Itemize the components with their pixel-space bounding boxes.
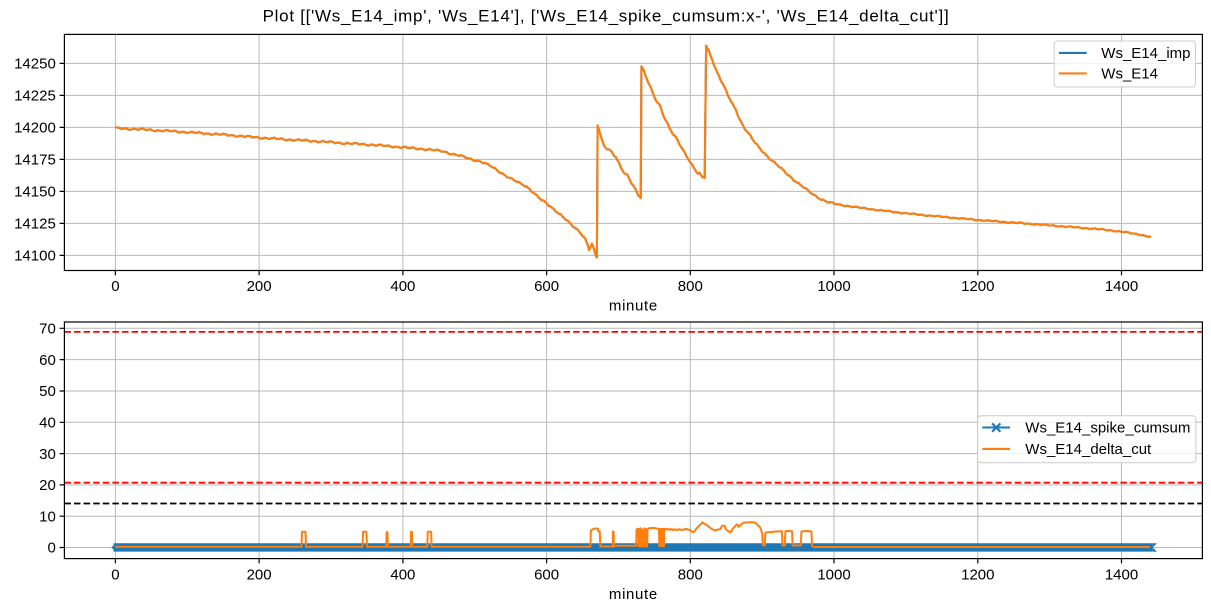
svg-text:Ws_E14_spike_cumsum: Ws_E14_spike_cumsum	[1025, 420, 1190, 437]
svg-text:0: 0	[47, 540, 55, 557]
svg-text:Ws_E14_imp: Ws_E14_imp	[1101, 45, 1190, 62]
svg-text:200: 200	[247, 278, 272, 295]
svg-text:400: 400	[390, 278, 415, 295]
svg-text:Ws_E14: Ws_E14	[1101, 66, 1158, 83]
svg-text:1200: 1200	[961, 566, 994, 583]
svg-text:1400: 1400	[1105, 566, 1138, 583]
svg-text:14150: 14150	[14, 184, 56, 201]
svg-text:0: 0	[111, 566, 119, 583]
svg-text:600: 600	[534, 566, 559, 583]
svg-text:14200: 14200	[14, 120, 56, 137]
svg-text:30: 30	[39, 446, 56, 463]
svg-text:Ws_E14_delta_cut: Ws_E14_delta_cut	[1025, 441, 1152, 458]
svg-text:14250: 14250	[14, 56, 56, 73]
svg-text:1000: 1000	[817, 278, 850, 295]
svg-text:10: 10	[39, 508, 56, 525]
svg-text:800: 800	[678, 566, 703, 583]
svg-text:40: 40	[39, 415, 56, 432]
svg-text:14125: 14125	[14, 216, 56, 233]
svg-text:200: 200	[247, 566, 272, 583]
svg-text:1200: 1200	[961, 278, 994, 295]
svg-text:400: 400	[390, 566, 415, 583]
svg-text:800: 800	[678, 278, 703, 295]
svg-text:50: 50	[39, 383, 56, 400]
svg-text:1000: 1000	[817, 566, 850, 583]
svg-text:14175: 14175	[14, 152, 56, 169]
svg-text:Plot [['Ws_E14_imp', 'Ws_E14']: Plot [['Ws_E14_imp', 'Ws_E14'], ['Ws_E14…	[263, 7, 950, 26]
svg-text:1400: 1400	[1105, 278, 1138, 295]
svg-text:70: 70	[39, 321, 56, 338]
svg-text:minute: minute	[609, 298, 658, 315]
svg-text:0: 0	[111, 278, 119, 295]
svg-text:20: 20	[39, 477, 56, 494]
svg-text:minute: minute	[609, 586, 658, 603]
svg-text:600: 600	[534, 278, 559, 295]
svg-text:60: 60	[39, 352, 56, 369]
svg-text:14225: 14225	[14, 88, 56, 105]
svg-text:14100: 14100	[14, 248, 56, 265]
